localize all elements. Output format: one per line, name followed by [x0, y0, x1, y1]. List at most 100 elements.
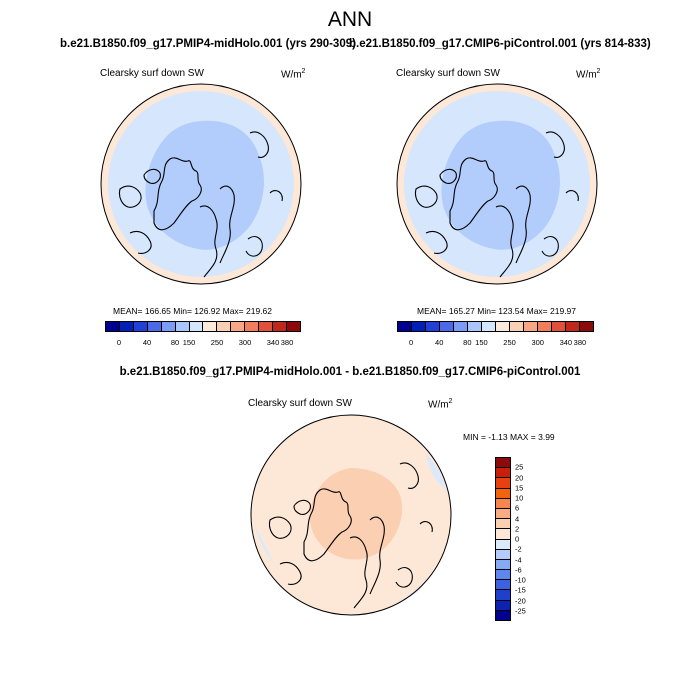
right-stats: MEAN= 165.27 Min= 123.54 Max= 219.97 — [417, 306, 577, 316]
diff-minmax: MIN = -1.13 MAX = 3.99 — [463, 432, 555, 442]
diff-colorbar-tick-label: 25 — [515, 462, 524, 472]
diff-colorbar-box — [496, 478, 510, 489]
case-title-right: b.e21.B1850.f09_g17.CMIP6-piControl.001 … — [349, 38, 651, 50]
right-colorbar-box — [538, 322, 552, 331]
right-colorbar-box — [468, 322, 482, 331]
right-colorbar-tick-label: 340 — [559, 338, 573, 347]
right-colorbar-tick-label: 300 — [531, 338, 544, 347]
left-map-coastlines — [118, 131, 283, 278]
diff-colorbar-box — [496, 508, 510, 520]
diff-colorbar-box — [496, 610, 510, 620]
diff-units-label: W/m2 — [428, 398, 453, 411]
right-colorbar-box — [440, 322, 454, 331]
left-colorbar-tick-label: 340 — [266, 338, 280, 347]
left-colorbar-tick-label: 250 — [210, 338, 224, 347]
case-title-left: b.e21.B1850.f09_g17.PMIP4-midHolo.001 (y… — [60, 38, 356, 50]
diff-map-coastlines — [268, 462, 433, 609]
right-colorbar-tick-label: 0 — [408, 338, 414, 347]
left-colorbar-tick-label: 380 — [280, 338, 294, 347]
diff-variable-label: Clearsky surf down SW — [248, 398, 352, 409]
left-colorbar-tick-label: 300 — [238, 338, 252, 347]
diff-map-negative-w — [254, 524, 274, 564]
left-colorbar-tick-label: 150 — [182, 338, 196, 347]
left-colorbar-tick-label: 0 — [116, 338, 122, 347]
diff-colorbar-box — [496, 570, 510, 581]
left-colorbar-box — [189, 322, 204, 331]
figure-title: ANN — [327, 8, 373, 31]
right-colorbar-box — [426, 322, 440, 331]
right-colorbar-tick-label: 380 — [573, 338, 587, 347]
diff-colorbar-box — [496, 498, 510, 509]
diff-colorbar-tick-label: -6 — [515, 565, 522, 575]
right-polar-map — [396, 83, 598, 285]
left-colorbar-box — [217, 322, 232, 331]
left-colorbar-box — [273, 322, 287, 331]
right-units-label: W/m2 — [576, 68, 601, 81]
right-colorbar-box — [580, 322, 593, 331]
right-colorbar-tick-label: 150 — [475, 338, 488, 347]
left-colorbar-box — [106, 322, 120, 331]
right-colorbar-tick-label: 40 — [435, 338, 444, 347]
left-units-label: W/m2 — [281, 68, 306, 81]
diff-colorbar-tick-label: -20 — [515, 596, 526, 605]
right-colorbar-box — [412, 322, 426, 331]
diff-colorbar-tick-label: 2 — [515, 524, 520, 534]
diff-colorbar-tick-label: -2 — [515, 544, 522, 554]
left-colorbar-box — [175, 322, 190, 331]
right-variable-label: Clearsky surf down SW — [396, 68, 500, 79]
right-colorbar-box — [398, 322, 412, 331]
diff-colorbar-box — [496, 600, 510, 611]
diff-colorbar-box — [496, 529, 510, 540]
left-map-border — [100, 83, 302, 285]
left-colorbar-box — [286, 322, 300, 331]
diff-map-negative-ne — [426, 454, 446, 490]
left-colorbar-box — [133, 322, 148, 331]
left-colorbar-tick-label: 40 — [142, 338, 152, 347]
right-map-coastlines — [414, 131, 579, 278]
diff-colorbar-tick-label: -15 — [515, 585, 526, 595]
left-colorbar-box — [231, 322, 246, 331]
diff-colorbar-box — [496, 519, 510, 530]
right-map-polar-cap — [441, 120, 560, 250]
left-colorbar-box — [245, 322, 260, 331]
diff-colorbar-box — [496, 580, 510, 591]
left-colorbar-box — [203, 322, 218, 331]
left-stats: MEAN= 166.65 Min= 126.92 Max= 219.62 — [113, 306, 273, 316]
right-colorbar-box — [482, 322, 496, 331]
diff-colorbar-tick-label: -25 — [515, 606, 526, 616]
diff-colorbar-tick-label: 10 — [515, 493, 524, 503]
right-colorbar-tick-label: 250 — [503, 338, 516, 347]
right-colorbar-tick-label: 80 — [463, 338, 472, 347]
diff-colorbar-box — [496, 549, 510, 560]
diff-colorbar-tick-label: -4 — [515, 555, 522, 564]
right-colorbar — [397, 321, 594, 332]
right-colorbar-box — [454, 322, 468, 331]
diff-colorbar-tick-label: 15 — [515, 483, 524, 493]
left-colorbar — [105, 321, 301, 332]
diff-colorbar-tick-label: 20 — [515, 473, 524, 482]
right-map-border — [396, 83, 598, 285]
right-colorbar-box — [496, 322, 510, 331]
left-map-polar-cap — [145, 120, 264, 250]
diff-colorbar — [495, 457, 511, 621]
diff-colorbar-box — [496, 468, 510, 479]
diff-colorbar-box — [496, 539, 510, 550]
diff-map-center-positive — [309, 468, 403, 560]
diff-colorbar-box — [496, 488, 510, 499]
left-colorbar-box — [147, 322, 162, 331]
right-colorbar-box — [524, 322, 538, 331]
left-variable-label: Clearsky surf down SW — [100, 68, 204, 79]
diff-colorbar-ticks: 25 20 15 10 6 4 2 0 -2 -4 -6 -10 -15 -20 -25 — [515, 457, 545, 621]
left-colorbar-box — [161, 322, 176, 331]
diff-colorbar-box — [496, 458, 510, 469]
diff-colorbar-tick-label: -10 — [515, 575, 526, 585]
left-colorbar-box — [119, 322, 134, 331]
diff-colorbar-tick-label: 4 — [515, 514, 520, 523]
difference-polar-map — [250, 414, 452, 616]
diff-colorbar-tick-label: 0 — [515, 534, 520, 544]
diff-colorbar-tick-label: 6 — [515, 503, 520, 513]
left-polar-map — [100, 83, 302, 285]
diff-map-border — [250, 414, 452, 616]
right-colorbar-box — [510, 322, 524, 331]
right-colorbar-box — [552, 322, 566, 331]
